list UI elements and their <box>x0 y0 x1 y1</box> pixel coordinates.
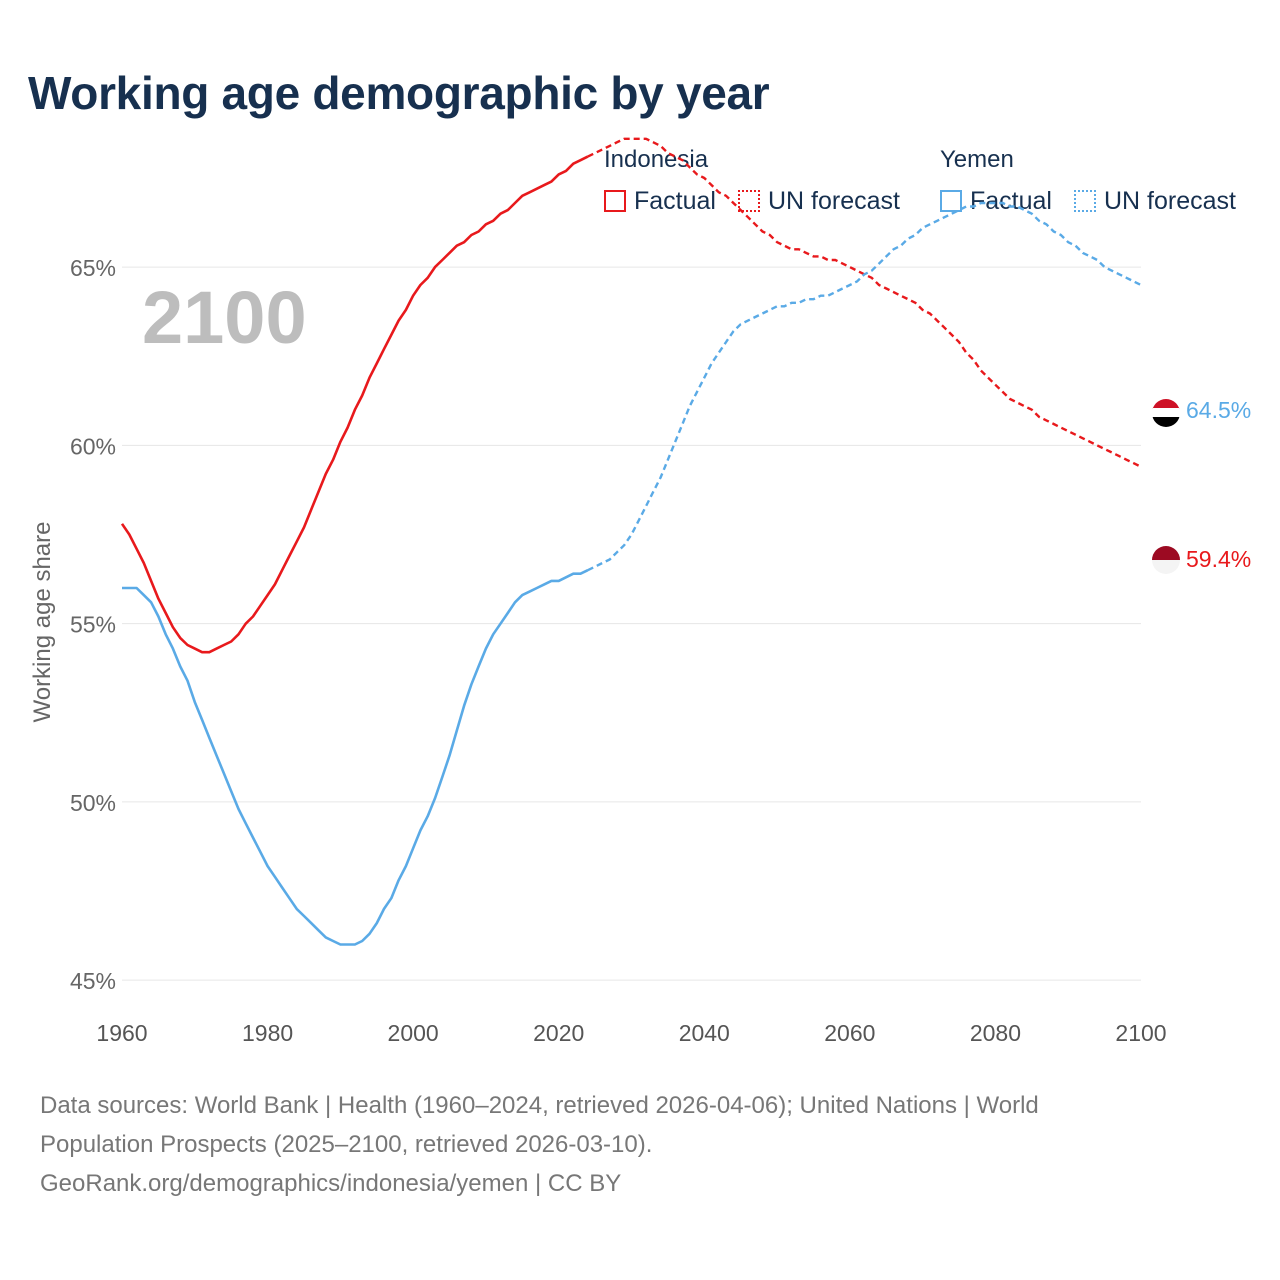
y-axis-title: Working age share <box>29 522 56 723</box>
legend-item-indonesia-forecast[interactable]: UN forecast <box>738 186 900 216</box>
x-tick-label: 2020 <box>533 1020 584 1046</box>
legend-item-yemen-factual[interactable]: Factual <box>940 186 1052 216</box>
indonesia-flag-icon <box>1152 546 1180 574</box>
y-tick-label: 55% <box>70 612 116 638</box>
sources-line-1: Data sources: World Bank | Health (1960–… <box>40 1092 1039 1119</box>
y-tick-label: 60% <box>70 433 116 459</box>
legend-item-indonesia-factual[interactable]: Factual <box>604 186 716 216</box>
legend-label: Factual <box>634 186 716 215</box>
series-line-yemen-forecast[interactable] <box>587 201 1142 572</box>
y-tick-label: 45% <box>70 968 116 994</box>
sources-line-2: Population Prospects (2025–2100, retriev… <box>40 1131 653 1158</box>
legend-swatch-dotted-icon <box>1074 190 1096 212</box>
x-tick-label: 1980 <box>242 1020 293 1046</box>
end-value-label-yemen: 64.5% <box>1186 397 1251 423</box>
y-tick-label: 65% <box>70 255 116 281</box>
series-line-indonesia-factual[interactable] <box>120 155 589 654</box>
x-tick-label: 2000 <box>388 1020 439 1046</box>
yemen-flag-icon <box>1152 399 1180 427</box>
chart-title: Working age demographic by year <box>28 67 770 119</box>
legend-swatch-solid-icon <box>940 190 962 212</box>
series-line-indonesia-forecast[interactable] <box>587 137 1142 468</box>
legend-swatch-solid-icon <box>604 190 626 212</box>
legend-group-yemen: Yemen <box>940 146 1014 173</box>
data-sources: Data sources: World Bank | Health (1960–… <box>40 1086 1220 1203</box>
legend-item-yemen-forecast[interactable]: UN forecast <box>1074 186 1236 216</box>
x-tick-label: 2040 <box>679 1020 730 1046</box>
legend-label: UN forecast <box>768 186 900 215</box>
x-tick-label: 2060 <box>824 1020 875 1046</box>
legend-label: Factual <box>970 186 1052 215</box>
legend-swatch-dotted-icon <box>738 190 760 212</box>
y-tick-label: 50% <box>70 790 116 816</box>
x-tick-label: 1960 <box>96 1020 147 1046</box>
legend-group-indonesia: Indonesia <box>604 146 709 173</box>
end-value-label-indonesia: 59.4% <box>1186 546 1251 572</box>
year-overlay: 2100 <box>142 276 307 359</box>
legend-label: UN forecast <box>1104 186 1236 215</box>
sources-line-3: GeoRank.org/demographics/indonesia/yemen… <box>40 1170 622 1197</box>
series-line-yemen-factual[interactable] <box>122 569 589 946</box>
x-tick-label: 2100 <box>1115 1020 1166 1046</box>
x-tick-label: 2080 <box>970 1020 1021 1046</box>
